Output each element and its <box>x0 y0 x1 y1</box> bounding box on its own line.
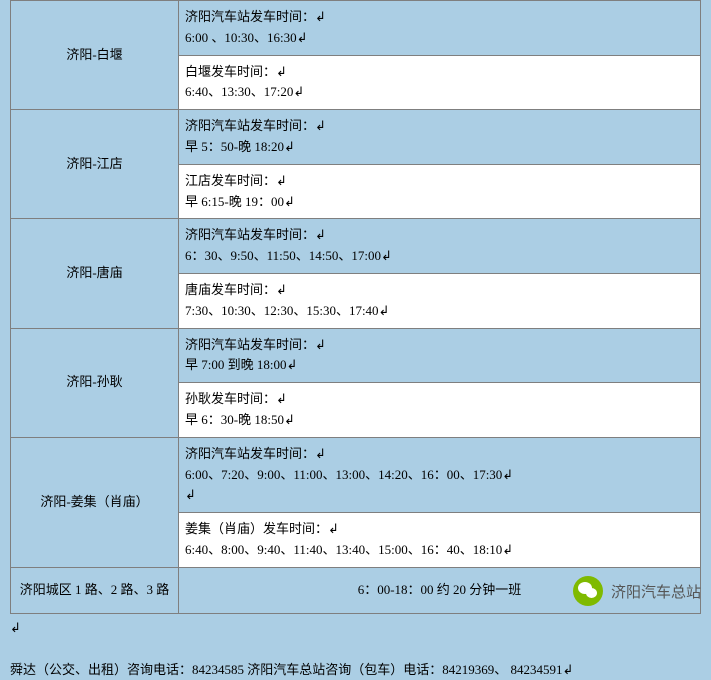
return-schedule-cell: 姜集（肖庙）发车时间：↲6:40、8:00、9:40、11:40、13:40、1… <box>179 513 701 568</box>
city-bus-route-cell: 济阳城区 1 路、2 路、3 路 <box>11 567 179 613</box>
table-row: 济阳-唐庙济阳汽车站发车时间：↲6：30、9:50、11:50、14:50、17… <box>11 219 701 274</box>
schedule-table-area: 济阳-白堰济阳汽车站发车时间：↲6:00 、10:30、16:30↲白堰发车时间… <box>0 0 711 614</box>
route-name-cell: 济阳-孙耿 <box>11 328 179 437</box>
depart-schedule-cell: 济阳汽车站发车时间：↲6:00 、10:30、16:30↲ <box>179 1 701 56</box>
table-row: 济阳-孙耿济阳汽车站发车时间：↲早 7:00 到晚 18:00↲ <box>11 328 701 383</box>
return-schedule-cell: 唐庙发车时间：↲7:30、10:30、12:30、15:30、17:40↲ <box>179 273 701 328</box>
footer-text: 舜达（公交、出租）咨询电话：84234585 济阳汽车总站咨询（包车）电话：84… <box>10 662 573 677</box>
depart-schedule-cell: 济阳汽车站发车时间：↲早 7:00 到晚 18:00↲ <box>179 328 701 383</box>
table-row: 济阳-姜集（肖庙）济阳汽车站发车时间：↲6:00、7:20、9:00、11:00… <box>11 437 701 512</box>
wechat-account-name: 济阳汽车总站 <box>611 581 701 602</box>
route-name-cell: 济阳-江店 <box>11 110 179 219</box>
return-schedule-cell: 白堰发车时间：↲6:40、13:30、17:20↲ <box>179 55 701 110</box>
wechat-icon <box>573 576 603 606</box>
wechat-watermark: 济阳汽车总站 <box>573 576 701 606</box>
return-schedule-cell: 孙耿发车时间：↲早 6：30-晚 18:50↲ <box>179 383 701 438</box>
after-table-mark: ↲ <box>0 614 711 642</box>
route-name-cell: 济阳-唐庙 <box>11 219 179 328</box>
return-schedule-cell: 江店发车时间：↲早 6:15-晚 19：00↲ <box>179 164 701 219</box>
depart-schedule-cell: 济阳汽车站发车时间：↲6：30、9:50、11:50、14:50、17:00↲ <box>179 219 701 274</box>
depart-schedule-cell: 济阳汽车站发车时间：↲6:00、7:20、9:00、11:00、13:00、14… <box>179 437 701 512</box>
schedule-table: 济阳-白堰济阳汽车站发车时间：↲6:00 、10:30、16:30↲白堰发车时间… <box>10 0 701 614</box>
depart-schedule-cell: 济阳汽车站发车时间：↲早 5：50-晚 18:20↲ <box>179 110 701 165</box>
paragraph-mark: ↲ <box>10 620 21 635</box>
route-name-cell: 济阳-白堰 <box>11 1 179 110</box>
table-row: 济阳-江店济阳汽车站发车时间：↲早 5：50-晚 18:20↲ <box>11 110 701 165</box>
footer-info: 舜达（公交、出租）咨询电话：84234585 济阳汽车总站咨询（包车）电话：84… <box>0 642 711 680</box>
route-name-cell: 济阳-姜集（肖庙） <box>11 437 179 567</box>
table-row: 济阳-白堰济阳汽车站发车时间：↲6:00 、10:30、16:30↲ <box>11 1 701 56</box>
